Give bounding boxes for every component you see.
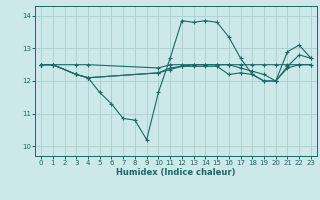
X-axis label: Humidex (Indice chaleur): Humidex (Indice chaleur) [116,168,236,177]
